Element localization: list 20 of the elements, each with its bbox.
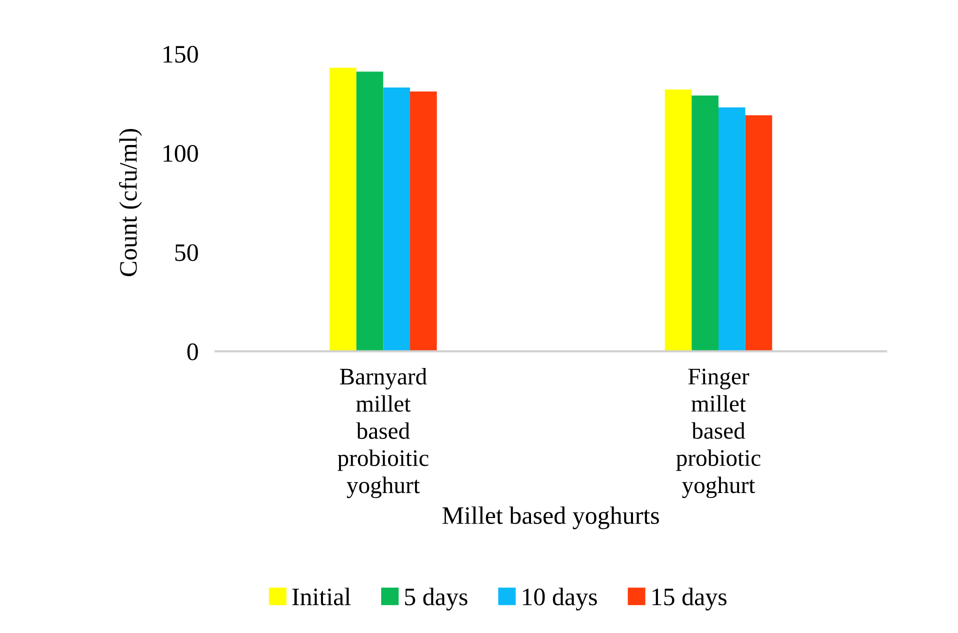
bar [692, 95, 718, 352]
bar [356, 72, 384, 352]
bar [745, 115, 772, 352]
legend-label: 10 days [522, 588, 597, 610]
x-axis-title: Millet based yoghurts [442, 506, 659, 530]
y-tick-label: 50 [175, 244, 198, 262]
bar [718, 107, 746, 352]
y-tick-label: 100 [164, 145, 198, 162]
x-tick-label: Finger millet based probiotic yoghurt [676, 368, 760, 498]
x-tick-label: Barnyard millet based probioitic yoghurt [338, 368, 428, 498]
y-axis-title: Count (cfu/ml) [119, 129, 142, 276]
legend-label: 15 days [652, 588, 726, 610]
legend-label: 5 days [405, 588, 468, 610]
bar [330, 68, 356, 352]
bar [383, 88, 410, 352]
y-tick-label: 0 [187, 343, 198, 360]
legend-label: Initial [292, 588, 351, 606]
y-tick-label: 150 [164, 46, 198, 63]
bar [410, 91, 437, 352]
bar [664, 90, 692, 352]
